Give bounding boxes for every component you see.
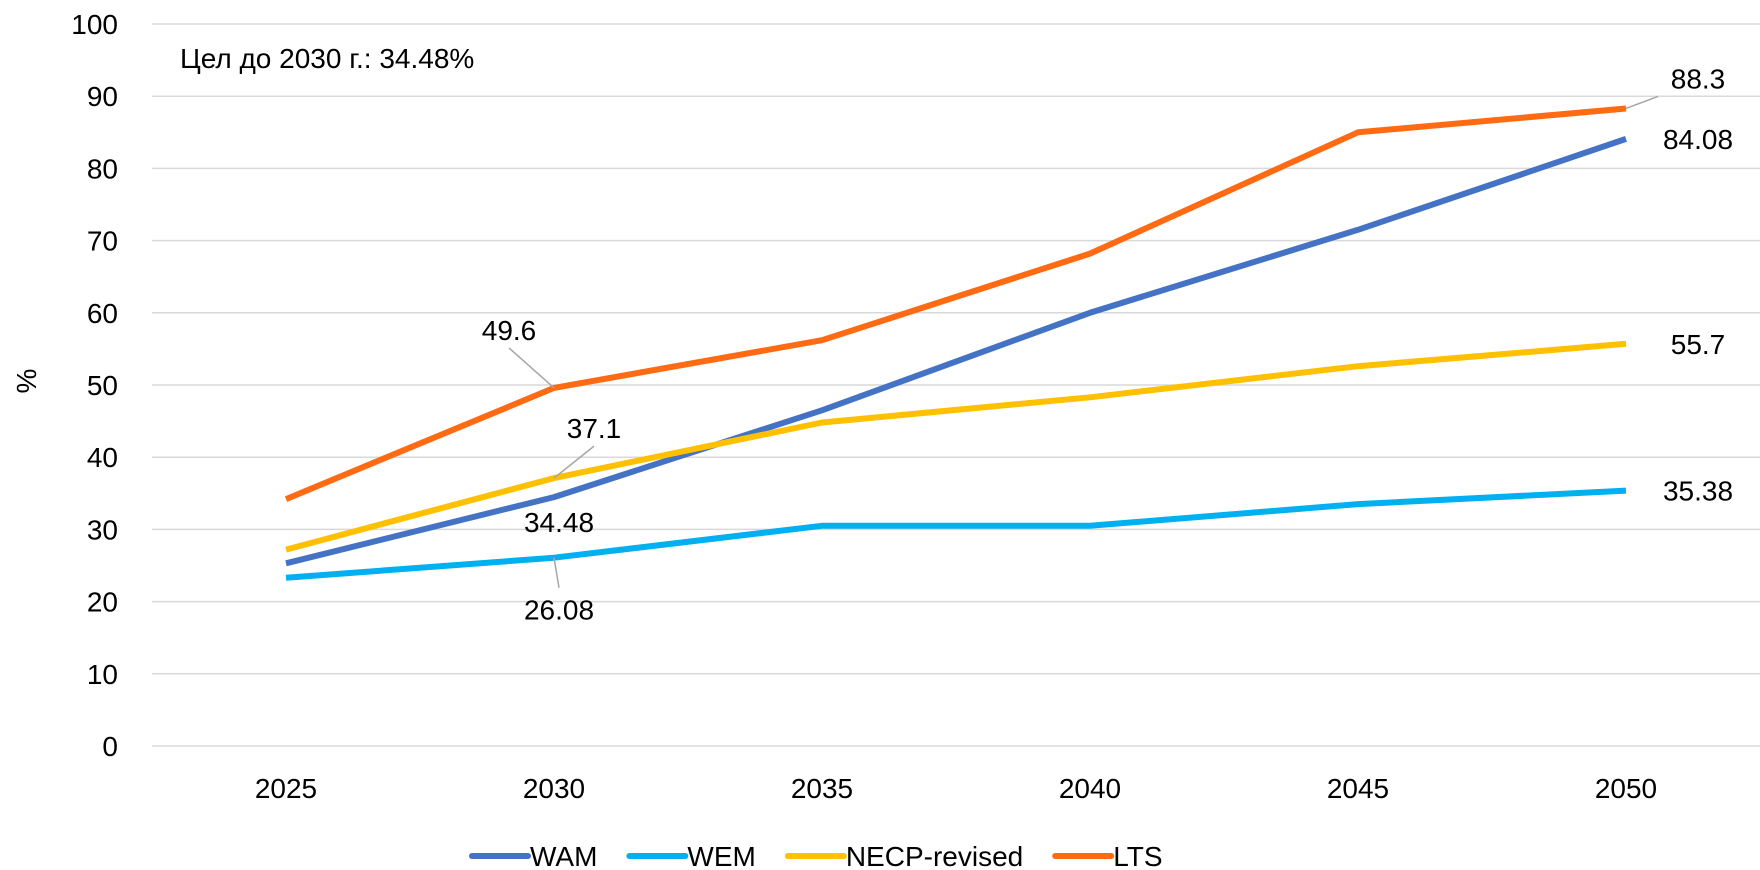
y-tick-label: 50	[87, 370, 118, 401]
data-label-leader	[553, 445, 595, 479]
legend-label: NECP-revised	[846, 841, 1023, 870]
target-annotation: Цел до 2030 г.: 34.48%	[180, 43, 474, 74]
data-label: 26.08	[524, 595, 594, 626]
series-lines	[284, 105, 1627, 581]
series-line-lts	[284, 105, 1627, 502]
data-label: 35.38	[1663, 476, 1733, 507]
x-tick-label: 2035	[791, 773, 853, 804]
gridlines	[152, 23, 1760, 747]
series-line-necp-revised	[285, 340, 1627, 553]
data-label: 37.1	[567, 413, 622, 444]
x-tick-label: 2030	[523, 773, 585, 804]
data-label: 84.08	[1663, 124, 1733, 155]
legend: WAM WEM NECP-revised LTS	[469, 841, 1163, 870]
x-tick-label: 2050	[1595, 773, 1657, 804]
y-tick-label: 90	[87, 81, 118, 112]
data-labels: 49.6 37.1 34.48 26.08 88.3 84.08 55.7 35.38	[482, 63, 1733, 625]
y-tick-label: 40	[87, 442, 118, 473]
data-label: 88.3	[1671, 63, 1726, 94]
data-label-leader	[553, 557, 560, 588]
x-axis-ticks: 2025 2030 2035 2040 2045 2050	[255, 773, 1657, 804]
legend-label: LTS	[1113, 841, 1162, 870]
series-line-wem	[285, 487, 1627, 581]
data-label: 49.6	[482, 315, 537, 346]
x-tick-label: 2045	[1327, 773, 1389, 804]
y-tick-label: 80	[87, 153, 118, 184]
y-tick-label: 10	[87, 659, 118, 690]
x-tick-label: 2025	[255, 773, 317, 804]
series-line-wam	[285, 136, 1627, 567]
data-label-leader	[508, 347, 555, 389]
y-tick-label: 20	[87, 587, 118, 618]
data-label-leader	[1625, 95, 1659, 110]
y-tick-label: 70	[87, 226, 118, 257]
data-label: 55.7	[1671, 329, 1726, 360]
x-tick-label: 2040	[1059, 773, 1121, 804]
y-tick-label: 0	[102, 731, 118, 762]
legend-label: WAM	[530, 841, 597, 870]
y-axis-label: %	[11, 369, 42, 394]
legend-label: WEM	[687, 841, 755, 870]
y-tick-label: 60	[87, 298, 118, 329]
data-label: 34.48	[524, 507, 594, 538]
y-tick-label: 30	[87, 514, 118, 545]
y-axis-ticks: 0 10 20 30 40 50 60 70 80 90 100	[71, 9, 118, 762]
y-tick-label: 100	[71, 9, 118, 40]
